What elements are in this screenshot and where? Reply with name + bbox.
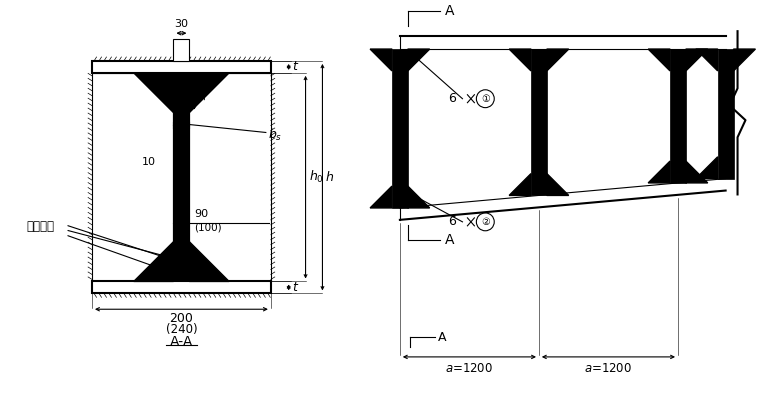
- Text: 200: 200: [170, 312, 193, 325]
- Polygon shape: [408, 186, 430, 208]
- Text: 6: 6: [448, 215, 455, 228]
- Polygon shape: [648, 49, 670, 71]
- Bar: [670, 49, 686, 183]
- Polygon shape: [400, 179, 726, 220]
- Bar: [718, 49, 733, 179]
- Polygon shape: [696, 157, 718, 179]
- Polygon shape: [686, 161, 708, 183]
- Text: 10: 10: [141, 157, 156, 167]
- Text: A: A: [438, 330, 446, 344]
- Bar: [189, 73, 271, 282]
- Text: $h_0$: $h_0$: [309, 169, 323, 185]
- Polygon shape: [189, 73, 229, 113]
- Bar: [531, 49, 547, 196]
- Text: (240): (240): [166, 323, 197, 336]
- Text: 30: 30: [174, 19, 188, 29]
- Text: ①: ①: [481, 94, 489, 104]
- Polygon shape: [134, 242, 174, 282]
- Text: $h$: $h$: [326, 170, 334, 184]
- Text: A-A: A-A: [170, 335, 193, 349]
- Text: $t$: $t$: [292, 281, 299, 294]
- Bar: [92, 73, 271, 282]
- Bar: [92, 73, 174, 282]
- Text: $a$=1200: $a$=1200: [584, 362, 632, 375]
- Polygon shape: [510, 174, 531, 196]
- Text: (100): (100): [195, 223, 222, 233]
- Polygon shape: [696, 49, 718, 71]
- Text: $t$: $t$: [292, 60, 299, 74]
- Bar: [92, 61, 271, 73]
- Polygon shape: [648, 161, 670, 183]
- Text: $b_s$: $b_s$: [268, 126, 282, 142]
- Polygon shape: [370, 49, 392, 71]
- Polygon shape: [547, 174, 569, 196]
- Polygon shape: [400, 36, 726, 49]
- Polygon shape: [134, 73, 174, 113]
- Text: 50: 50: [198, 86, 208, 100]
- Text: $a$=1200: $a$=1200: [445, 362, 493, 375]
- Polygon shape: [510, 49, 531, 71]
- Text: ②: ②: [481, 217, 489, 227]
- Polygon shape: [686, 49, 708, 71]
- Bar: [392, 49, 408, 208]
- Text: A: A: [445, 4, 454, 18]
- Text: 6: 6: [448, 92, 455, 105]
- Bar: [174, 39, 189, 61]
- Polygon shape: [408, 49, 430, 71]
- Bar: [92, 282, 271, 293]
- Polygon shape: [189, 242, 229, 282]
- Bar: [174, 73, 189, 282]
- Polygon shape: [370, 186, 392, 208]
- Polygon shape: [733, 49, 756, 71]
- Polygon shape: [547, 49, 569, 71]
- Text: 90: 90: [195, 209, 208, 219]
- Text: A: A: [445, 233, 454, 247]
- Text: 刨平抵紧: 刨平抵紧: [26, 220, 54, 233]
